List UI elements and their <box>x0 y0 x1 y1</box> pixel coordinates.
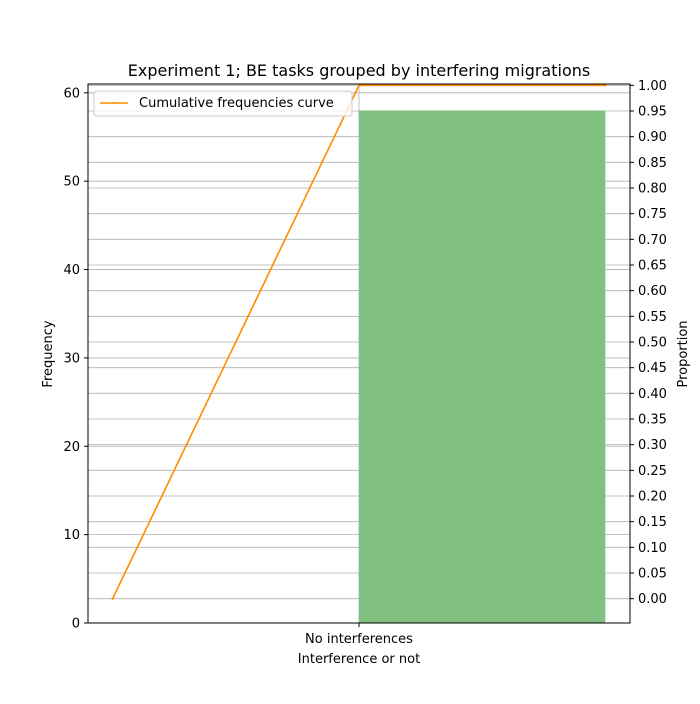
legend-label-cumulative: Cumulative frequencies curve <box>139 96 334 111</box>
y-tick-label: 20 <box>63 440 80 455</box>
y2-tick-label: 0.10 <box>638 541 667 556</box>
y2-tick-label: 0.55 <box>638 310 667 325</box>
bar-layer <box>359 110 606 624</box>
y2-axis-label: Proportion <box>676 320 691 387</box>
y-tick-label: 0 <box>72 617 80 632</box>
axes-layer: 0 10 20 30 40 50 60 0.00 0.05 0.10 0.15 0.20 0.25 0.3… <box>63 79 667 647</box>
y2-tick-label: 0.85 <box>638 156 667 171</box>
chart-title: Experiment 1; BE tasks grouped by interf… <box>128 61 590 80</box>
y2-tick-label: 0.25 <box>638 464 667 479</box>
cumulative-curve-point <box>357 84 361 87</box>
y2-tick-label: 0.50 <box>638 336 667 351</box>
y2-tick-label: 0.90 <box>638 130 667 145</box>
y2-tick-label: 0.35 <box>638 413 667 428</box>
y-tick-label: 40 <box>63 263 80 278</box>
y2-tick-label: 0.70 <box>638 233 667 248</box>
y-tick-label: 10 <box>63 528 80 543</box>
x-axis-label: Interference or not <box>298 652 420 667</box>
y2-tick-label: 1.00 <box>638 79 667 94</box>
bar-no-interferences <box>359 110 606 624</box>
y2-tick-label: 0.30 <box>638 438 667 453</box>
legend: Cumulative frequencies curve <box>93 90 353 117</box>
y2-tick-label: 0.40 <box>638 387 667 402</box>
legend-swatch-marker <box>113 102 115 104</box>
cumulative-curve-point <box>604 84 607 87</box>
y2-tick-label: 0.45 <box>638 361 667 376</box>
y2-tick-label: 0.15 <box>638 515 667 530</box>
y-tick-label: 60 <box>63 86 80 101</box>
y2-tick-label: 0.95 <box>638 105 667 120</box>
legend-box <box>93 90 353 117</box>
y2-tick-label: 0.60 <box>638 284 667 299</box>
y-tick-label: 30 <box>63 351 80 366</box>
y2-tick-label: 0.65 <box>638 259 667 274</box>
curve-layer <box>111 84 607 600</box>
y2-tick-label: 0.20 <box>638 490 667 505</box>
y-tick-label: 50 <box>63 175 80 190</box>
x-tick-label: No interferences <box>305 632 413 647</box>
y2-tick-label: 0.75 <box>638 207 667 222</box>
cumulative-curve-point <box>111 597 114 600</box>
y2-tick-label: 0.00 <box>638 592 667 607</box>
y2-tick-label: 0.05 <box>638 567 667 582</box>
y2-tick-label: 0.80 <box>638 182 667 197</box>
y-axis-label: Frequency <box>41 320 56 387</box>
